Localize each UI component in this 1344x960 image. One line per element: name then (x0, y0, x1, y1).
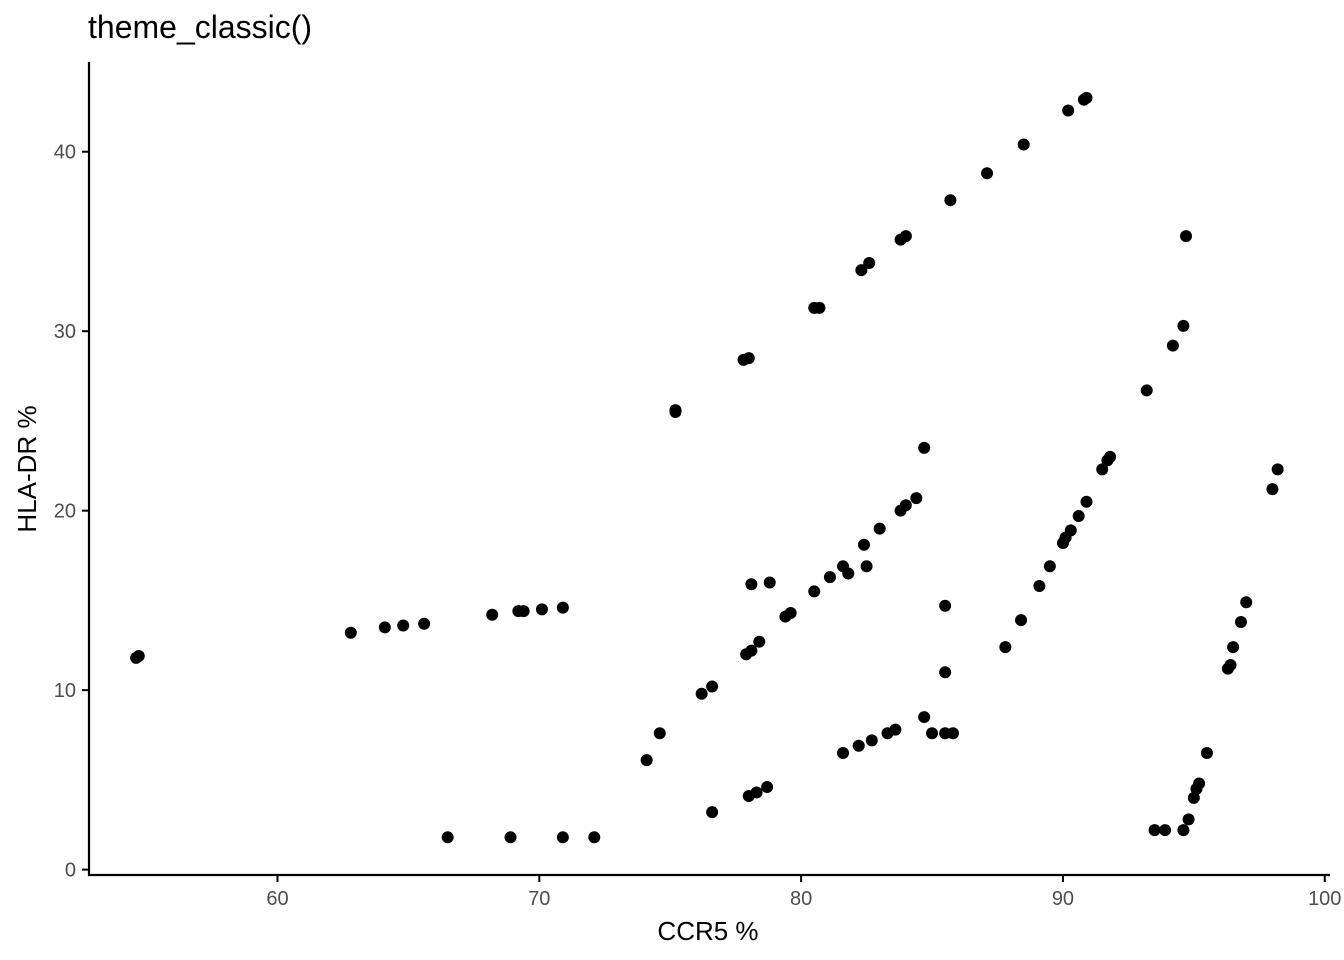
data-point (1062, 104, 1075, 117)
data-point (918, 441, 931, 454)
data-points (130, 91, 1284, 844)
data-point (823, 571, 836, 584)
data-point (1072, 510, 1085, 523)
data-point (855, 264, 868, 277)
data-point (486, 608, 499, 621)
data-point (745, 644, 758, 657)
data-point (695, 687, 708, 700)
y-tick-label: 30 (54, 321, 76, 343)
y-tick-label: 40 (54, 142, 76, 164)
data-point (1193, 777, 1206, 790)
data-point (926, 727, 939, 740)
x-tick-label: 90 (1052, 888, 1074, 910)
data-point (1043, 560, 1056, 573)
data-point (1140, 384, 1153, 397)
data-point (535, 603, 548, 616)
data-point (132, 650, 145, 663)
data-point (1200, 746, 1213, 759)
x-tick-label: 60 (266, 888, 288, 910)
x-tick-label: 70 (528, 888, 550, 910)
data-point (763, 576, 776, 589)
data-point (857, 538, 870, 551)
data-point (1177, 319, 1190, 332)
data-point (860, 560, 873, 573)
data-point (344, 626, 357, 639)
data-point (669, 404, 682, 417)
data-point (640, 754, 653, 767)
data-point (588, 831, 601, 844)
data-point (1159, 824, 1172, 837)
data-point (837, 746, 850, 759)
data-point (750, 786, 763, 799)
data-point (745, 578, 758, 591)
data-point (1227, 641, 1240, 654)
data-point (1017, 138, 1030, 151)
data-point (899, 499, 912, 512)
data-point (939, 666, 952, 679)
data-point (742, 352, 755, 365)
data-point (653, 727, 666, 740)
data-point (842, 567, 855, 580)
data-point (1177, 824, 1190, 837)
data-point (813, 301, 826, 314)
data-point (517, 605, 530, 618)
data-point (706, 806, 719, 819)
data-point (1104, 450, 1117, 463)
data-point (1148, 824, 1161, 837)
x-tick-label: 80 (790, 888, 812, 910)
data-point (1064, 524, 1077, 537)
data-point (556, 831, 569, 844)
y-tick-label: 20 (54, 501, 76, 523)
data-point (910, 492, 923, 505)
x-axis-ticks: 60 70 80 90 100 (266, 875, 1341, 910)
data-point (1080, 91, 1093, 104)
data-point (1180, 230, 1193, 243)
x-tick-label: 100 (1308, 888, 1341, 910)
data-point (889, 723, 902, 736)
y-axis-title: HLA-DR % (12, 405, 42, 532)
data-point (504, 831, 517, 844)
data-point (1271, 463, 1284, 476)
data-point (1080, 495, 1093, 508)
data-point (418, 617, 431, 630)
data-point (753, 635, 766, 648)
data-point (1015, 614, 1028, 627)
x-axis-title: CCR5 % (657, 916, 758, 946)
data-point (1224, 659, 1237, 672)
data-point (873, 522, 886, 535)
data-point (946, 727, 959, 740)
data-point (1266, 483, 1279, 496)
data-point (441, 831, 454, 844)
data-point (865, 734, 878, 747)
data-point (1182, 813, 1195, 826)
data-point (981, 167, 994, 180)
data-point (1240, 596, 1253, 609)
data-point (784, 606, 797, 619)
data-point (944, 194, 957, 207)
data-point (899, 230, 912, 243)
data-point (761, 781, 774, 794)
data-point (918, 711, 931, 724)
data-point (1033, 580, 1046, 593)
data-point (852, 739, 865, 752)
data-point (397, 619, 410, 632)
chart-title: theme_classic() (88, 9, 312, 45)
data-point (1166, 339, 1179, 352)
y-axis-ticks: 0 10 20 30 40 (54, 142, 89, 882)
y-tick-label: 10 (54, 680, 76, 702)
data-point (999, 641, 1012, 654)
data-point (706, 680, 719, 693)
data-point (378, 621, 391, 634)
data-point (556, 601, 569, 614)
data-point (1234, 615, 1247, 628)
data-point (863, 257, 876, 270)
y-tick-label: 0 (65, 860, 76, 882)
data-point (808, 585, 821, 598)
data-point (1096, 463, 1109, 476)
data-point (939, 599, 952, 612)
